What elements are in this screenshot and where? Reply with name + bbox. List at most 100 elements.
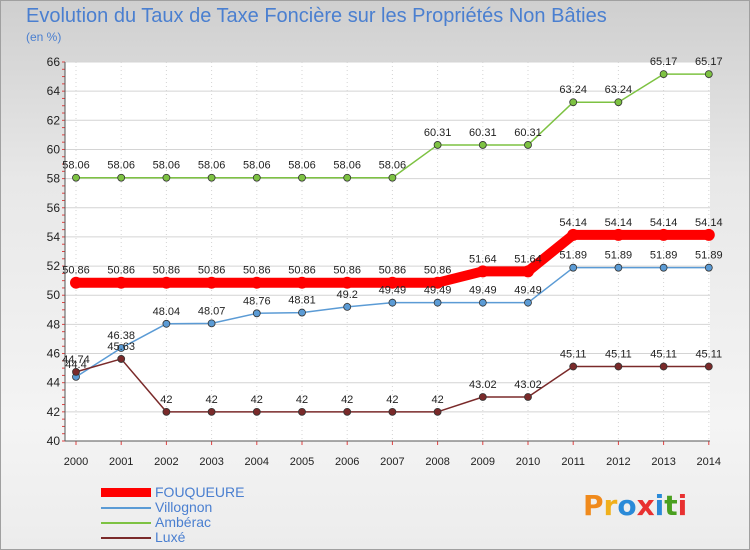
legend-swatch xyxy=(101,522,151,524)
data-label: 58.06 xyxy=(288,160,316,172)
data-point[interactable] xyxy=(569,362,578,371)
data-point[interactable] xyxy=(433,407,442,416)
data-point[interactable] xyxy=(612,228,625,241)
x-tick-label: 2003 xyxy=(199,456,223,468)
data-point[interactable] xyxy=(388,298,397,307)
data-point[interactable] xyxy=(252,173,261,182)
data-point[interactable] xyxy=(569,263,578,272)
data-label: 50.86 xyxy=(288,265,316,277)
data-point[interactable] xyxy=(205,276,218,289)
data-point[interactable] xyxy=(659,263,668,272)
data-label: 49.2 xyxy=(336,289,357,301)
x-tick-label: 2014 xyxy=(697,456,721,468)
data-point[interactable] xyxy=(433,141,442,149)
x-tick-label: 2007 xyxy=(380,456,404,468)
y-tick-label: 62 xyxy=(47,113,61,127)
y-tick-label: 58 xyxy=(47,172,61,186)
logo-letter: P xyxy=(583,489,604,522)
data-point[interactable] xyxy=(478,298,487,307)
data-label: 45.11 xyxy=(560,349,587,361)
data-point[interactable] xyxy=(659,362,668,371)
data-point[interactable] xyxy=(162,407,171,416)
proxiti-logo[interactable]: Proxiti xyxy=(583,489,687,522)
data-point[interactable] xyxy=(70,276,82,289)
logo-letter: r xyxy=(603,489,618,522)
data-label: 58.06 xyxy=(153,160,181,172)
data-point[interactable] xyxy=(252,407,261,416)
data-point[interactable] xyxy=(72,368,80,376)
data-point[interactable] xyxy=(296,276,308,289)
x-tick-label: 2008 xyxy=(425,456,449,468)
data-point[interactable] xyxy=(162,173,171,182)
legend-swatch xyxy=(101,537,151,539)
data-label: 58.06 xyxy=(333,160,361,172)
data-label: 44.4 xyxy=(65,359,86,371)
data-point[interactable] xyxy=(478,141,487,149)
data-point[interactable] xyxy=(704,70,713,78)
y-tick-label: 60 xyxy=(47,142,61,156)
data-label: 58.06 xyxy=(198,160,226,172)
data-point[interactable] xyxy=(431,276,444,289)
x-tick-label: 2010 xyxy=(516,456,540,468)
data-label: 49.49 xyxy=(514,285,542,297)
data-point[interactable] xyxy=(298,407,306,416)
y-tick-label: 54 xyxy=(47,230,61,244)
data-label: 54.14 xyxy=(650,217,678,229)
data-point[interactable] xyxy=(476,265,489,278)
y-tick-label: 56 xyxy=(47,201,61,215)
data-point[interactable] xyxy=(250,276,263,289)
data-point[interactable] xyxy=(160,276,173,289)
data-point[interactable] xyxy=(72,173,80,182)
data-point[interactable] xyxy=(298,173,306,182)
data-point[interactable] xyxy=(207,173,216,182)
data-point[interactable] xyxy=(341,276,354,289)
y-tick-label: 40 xyxy=(47,434,61,448)
data-point[interactable] xyxy=(162,319,171,328)
data-point[interactable] xyxy=(657,228,670,241)
data-point[interactable] xyxy=(659,70,668,78)
data-point[interactable] xyxy=(569,98,578,107)
data-point[interactable] xyxy=(433,298,442,307)
data-point[interactable] xyxy=(388,173,397,182)
logo-letter: o xyxy=(617,489,637,522)
data-point[interactable] xyxy=(298,308,306,317)
data-point[interactable] xyxy=(614,263,623,272)
data-point[interactable] xyxy=(478,393,487,401)
data-point[interactable] xyxy=(704,263,713,272)
data-label: 60.31 xyxy=(514,127,542,139)
data-point[interactable] xyxy=(567,228,580,241)
data-point[interactable] xyxy=(252,309,261,318)
data-point[interactable] xyxy=(524,141,532,149)
legend-label: FOUQUEURE xyxy=(155,484,245,500)
data-label: 58.06 xyxy=(62,160,90,172)
data-point[interactable] xyxy=(388,407,397,416)
data-point[interactable] xyxy=(343,407,352,416)
data-point[interactable] xyxy=(117,344,126,352)
data-point[interactable] xyxy=(614,362,623,371)
x-tick-label: 2006 xyxy=(335,456,359,468)
data-point[interactable] xyxy=(343,173,352,182)
data-label: 48.81 xyxy=(288,295,316,307)
data-point[interactable] xyxy=(702,228,715,241)
data-label: 48.76 xyxy=(243,295,271,307)
data-point[interactable] xyxy=(704,362,713,371)
data-point[interactable] xyxy=(524,298,532,307)
logo-letter: i xyxy=(677,489,688,522)
data-label: 50.86 xyxy=(424,265,452,277)
data-point[interactable] xyxy=(614,98,623,107)
data-point[interactable] xyxy=(115,276,128,289)
data-label: 58.06 xyxy=(107,160,135,172)
y-tick-label: 46 xyxy=(47,347,61,361)
data-point[interactable] xyxy=(207,319,216,328)
data-point[interactable] xyxy=(117,355,126,363)
data-point[interactable] xyxy=(386,276,399,289)
data-label: 43.02 xyxy=(514,379,542,391)
data-point[interactable] xyxy=(343,302,352,311)
data-point[interactable] xyxy=(207,407,216,416)
data-point[interactable] xyxy=(117,173,126,182)
data-point[interactable] xyxy=(524,393,532,401)
data-label: 49.49 xyxy=(379,285,407,297)
data-label: 42 xyxy=(160,394,172,406)
data-point[interactable] xyxy=(522,265,534,278)
